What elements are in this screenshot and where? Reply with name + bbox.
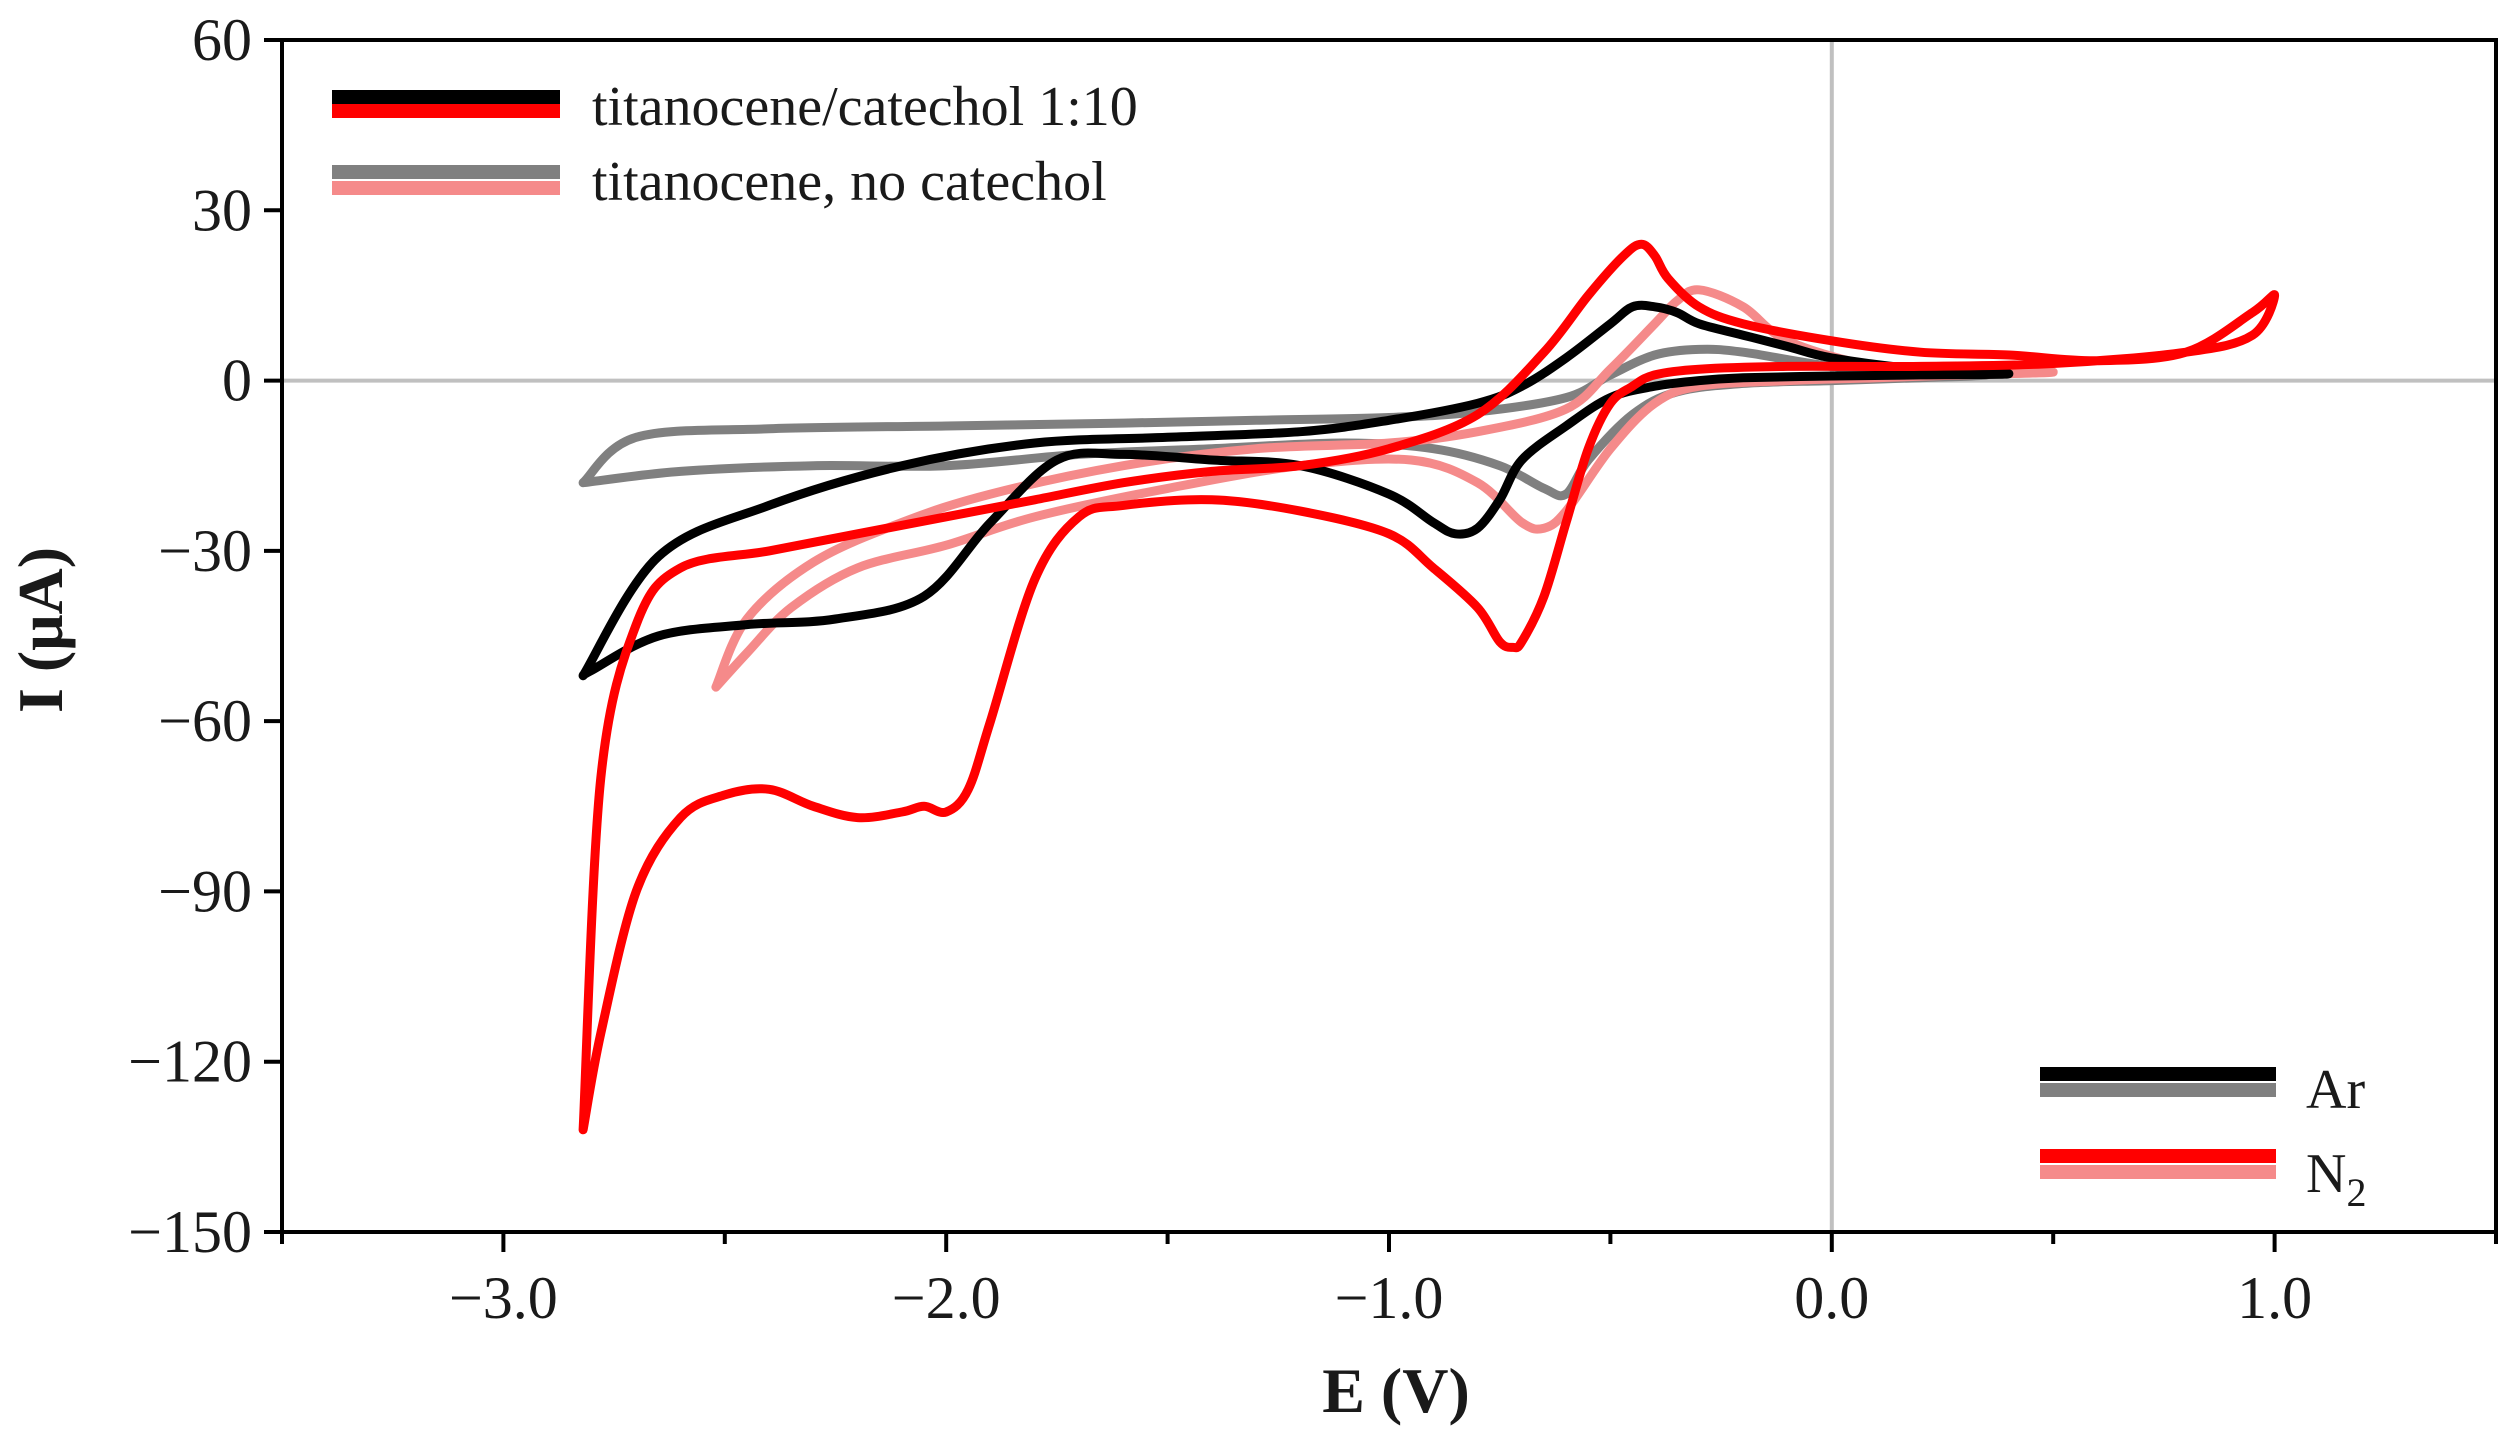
legend-label-n2: N2	[2306, 1143, 2366, 1215]
plot-frame	[280, 38, 2498, 1232]
legend-label-catechol: titanocene/catechol 1:10	[592, 76, 1138, 138]
legend-bottom-right: Ar N2	[2040, 1059, 2366, 1215]
y-tick-label: −150	[128, 1199, 252, 1265]
y-tick-label: −90	[158, 858, 252, 924]
y-tick-label: 60	[192, 7, 252, 73]
x-tick-label: 1.0	[2237, 1265, 2312, 1331]
x-axis-title: E (V)	[1322, 1355, 1470, 1426]
series-line-0	[578, 344, 1992, 501]
y-axis-ticks: 60 30 0 −30 −60 −90 −120 −150	[128, 7, 282, 1265]
y-tick-label: 0	[222, 348, 252, 414]
legend-label-n2-main: N	[2306, 1143, 2346, 1205]
x-tick-label: −3.0	[449, 1265, 558, 1331]
x-axis-ticks: −3.0 −2.0 −1.0 0.0 1.0	[280, 1232, 2498, 1331]
series-layer	[578, 239, 2280, 1135]
y-tick-label: −30	[158, 518, 252, 584]
legend-label-ar: Ar	[2306, 1059, 2365, 1121]
y-tick-label: 30	[192, 177, 252, 243]
y-axis-title: I (μA)	[5, 547, 76, 713]
series-line-2	[578, 300, 2014, 681]
x-tick-label: −2.0	[892, 1265, 1001, 1331]
series-line-1	[711, 285, 2058, 692]
legend-label-n2-subscript: 2	[2346, 1170, 2366, 1215]
legend-label-no-catechol: titanocene, no catechol	[592, 151, 1107, 213]
y-tick-label: −60	[158, 688, 252, 754]
x-tick-label: −1.0	[1335, 1265, 1444, 1331]
y-tick-label: −120	[128, 1029, 252, 1095]
legend-top-left: titanocene/catechol 1:10 titanocene, no …	[332, 76, 1138, 213]
x-tick-label: 0.0	[1794, 1265, 1869, 1331]
series-line-3	[578, 239, 2280, 1135]
